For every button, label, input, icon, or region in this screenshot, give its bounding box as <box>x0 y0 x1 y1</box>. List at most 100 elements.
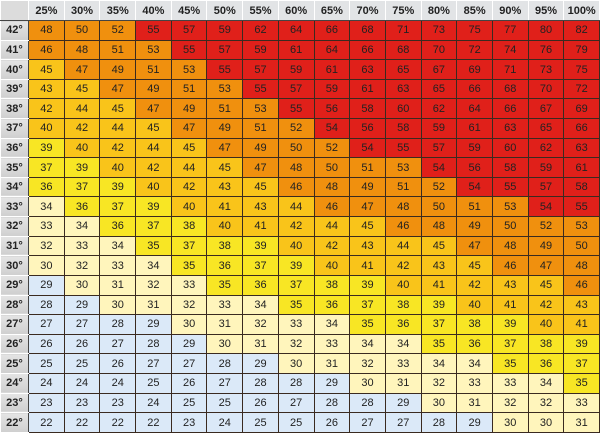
heat-index-cell: 26 <box>313 412 351 433</box>
heat-index-cell: 67 <box>527 98 565 120</box>
heat-index-cell: 60 <box>384 98 422 120</box>
table-row: 38° 42 44 45 47 49 51 53 55 56 58 60 62 64 66 67 69 <box>0 98 600 120</box>
table-row: 41° 46 48 51 53 55 57 59 61 64 66 68 70 72 74 76 79 <box>0 39 600 61</box>
heat-index-cell: 33 <box>99 255 137 276</box>
heat-index-cell: 36 <box>99 216 137 237</box>
heat-index-cell: 46 <box>384 216 422 237</box>
heat-index-cell: 64 <box>456 98 493 120</box>
heat-index-cell: 37 <box>491 333 529 355</box>
heat-index-cell: 35 <box>277 294 315 316</box>
row-header: 35° <box>0 157 29 178</box>
heat-index-cell: 55 <box>135 20 172 41</box>
heat-index-cell: 23 <box>28 392 65 414</box>
heat-index-cell: 30 <box>349 372 386 394</box>
heat-index-cell: 39 <box>28 137 65 159</box>
heat-index-cell: 51 <box>456 196 493 218</box>
heat-index-cell: 64 <box>277 20 315 41</box>
heat-index-cell: 33 <box>170 274 208 296</box>
table-row: 24° 24 24 24 25 26 27 28 28 29 30 31 32 33 33 34 35 <box>0 372 600 394</box>
heat-index-cell: 34 <box>527 372 565 394</box>
heat-index-cell: 31 <box>563 412 600 433</box>
heat-index-cell: 42 <box>527 294 565 316</box>
heat-index-cell: 79 <box>563 39 600 61</box>
heat-index-cell: 54 <box>456 176 493 198</box>
heat-index-cell: 33 <box>206 294 244 316</box>
heat-index-cell: 34 <box>420 353 458 374</box>
row-header: 23° <box>0 392 29 414</box>
heat-index-cell: 65 <box>527 118 565 139</box>
column-header: 80% <box>420 0 458 21</box>
heat-index-cell: 33 <box>491 372 529 394</box>
heat-index-cell: 23 <box>170 412 208 433</box>
heat-index-cell: 34 <box>242 294 279 316</box>
table-row: 25° 25 25 26 27 27 28 29 30 31 32 33 34 34 35 36 37 <box>0 353 600 374</box>
heat-index-cell: 40 <box>99 157 137 178</box>
heat-index-cell: 52 <box>420 176 458 198</box>
heat-index-cell: 36 <box>313 294 351 316</box>
heat-index-cell: 49 <box>99 59 137 80</box>
heat-index-cell: 43 <box>420 255 458 276</box>
column-header: 90% <box>491 0 529 21</box>
heat-index-cell: 43 <box>491 274 529 296</box>
row-header: 33° <box>0 196 29 218</box>
heat-index-cell: 62 <box>242 20 279 41</box>
heat-index-cell: 32 <box>527 392 565 414</box>
heat-index-cell: 26 <box>63 333 101 355</box>
heat-index-cell: 55 <box>277 98 315 120</box>
heat-index-cell: 42 <box>63 118 101 139</box>
heat-index-cell: 36 <box>63 196 101 218</box>
heat-index-cell: 43 <box>28 78 65 100</box>
heat-index-cell: 82 <box>563 20 600 41</box>
heat-index-cell: 45 <box>527 274 565 296</box>
heat-index-cell: 37 <box>135 216 172 237</box>
heat-index-cell: 60 <box>491 137 529 159</box>
table-row: 31° 32 33 34 35 37 38 39 40 42 43 44 45 47 48 49 50 <box>0 235 600 257</box>
heat-index-cell: 71 <box>384 20 422 41</box>
heat-index-cell: 57 <box>420 137 458 159</box>
heat-index-cell: 70 <box>527 78 565 100</box>
heat-index-cell: 38 <box>384 294 422 316</box>
heat-index-cell: 49 <box>527 235 565 257</box>
heat-index-cell: 48 <box>420 216 458 237</box>
heat-index-cell: 33 <box>456 372 493 394</box>
row-header: 42° <box>0 20 29 41</box>
column-header: 95% <box>527 0 565 21</box>
heat-index-cell: 44 <box>135 137 172 159</box>
table-row: 39° 43 45 47 49 51 53 55 57 59 61 63 65 66 68 70 72 <box>0 78 600 100</box>
row-header: 29° <box>0 274 29 296</box>
heat-index-cell: 42 <box>384 255 422 276</box>
heat-index-cell: 47 <box>527 255 565 276</box>
heat-index-cell: 56 <box>456 157 493 178</box>
heat-index-cell: 38 <box>527 333 565 355</box>
table-row: 28° 28 29 30 31 32 33 34 35 36 37 38 39 40 41 42 43 <box>0 294 600 316</box>
heat-index-cell: 55 <box>170 39 208 61</box>
heat-index-cell: 35 <box>349 314 386 335</box>
heat-index-cell: 32 <box>277 333 315 355</box>
heat-index-cell: 44 <box>99 118 137 139</box>
table-row: 37° 40 42 44 45 47 49 51 52 54 56 58 59 61 63 65 66 <box>0 118 600 139</box>
heat-index-cell: 58 <box>349 98 386 120</box>
heat-index-cell: 64 <box>313 39 351 61</box>
heat-index-cell: 61 <box>313 59 351 80</box>
heat-index-cell: 49 <box>206 118 244 139</box>
table-row: 33° 34 36 37 39 40 41 43 44 46 47 48 50 51 53 54 55 <box>0 196 600 218</box>
heat-index-cell: 43 <box>349 235 386 257</box>
heat-index-cell: 30 <box>99 294 137 316</box>
heat-index-cell: 27 <box>384 412 422 433</box>
heat-index-cell: 40 <box>384 274 422 296</box>
heat-index-cell: 37 <box>277 274 315 296</box>
table-row: 23° 23 23 23 24 25 25 26 27 28 28 29 30 31 32 32 33 <box>0 392 600 414</box>
heat-index-cell: 39 <box>277 255 315 276</box>
heat-index-cell: 44 <box>277 196 315 218</box>
heat-index-cell: 52 <box>527 216 565 237</box>
heat-index-cell: 27 <box>206 372 244 394</box>
heat-index-cell: 30 <box>28 255 65 276</box>
heat-index-cell: 44 <box>313 216 351 237</box>
heat-index-cell: 33 <box>63 235 101 257</box>
heat-index-cell: 23 <box>63 392 101 414</box>
heat-index-cell: 41 <box>491 294 529 316</box>
heat-index-cell: 29 <box>28 274 65 296</box>
heat-index-cell: 52 <box>277 118 315 139</box>
row-header: 30° <box>0 255 29 276</box>
heat-index-cell: 25 <box>277 412 315 433</box>
